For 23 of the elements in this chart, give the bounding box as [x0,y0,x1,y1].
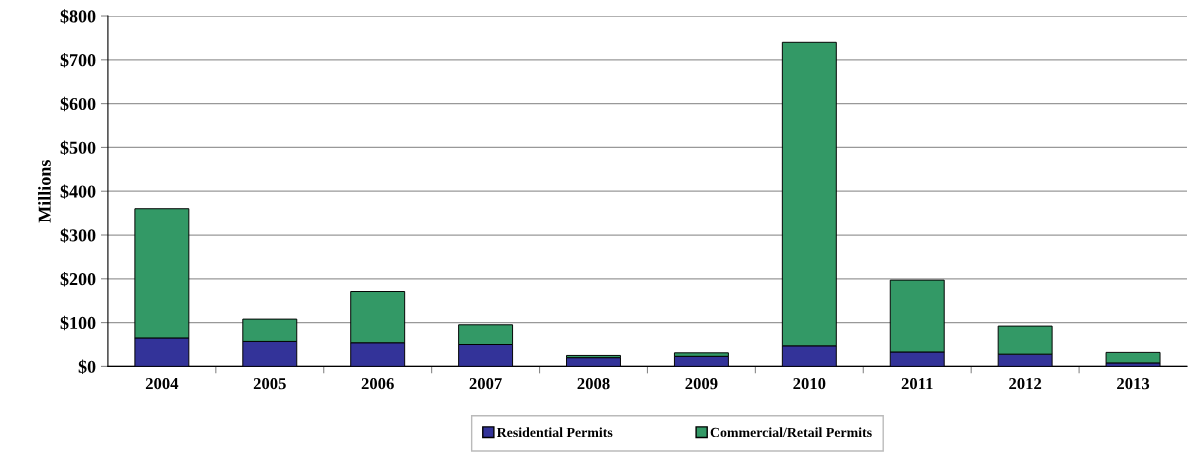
y-tick-label: $0 [78,359,96,375]
x-tick-label: 2008 [577,377,610,390]
x-tick-label: 2012 [1009,377,1042,390]
x-tick-label: 2011 [901,377,933,390]
x-tick-label: 2004 [145,377,179,390]
y-tick-label: $500 [60,140,96,156]
x-tick-label: 2006 [361,377,394,390]
y-tick-label: $800 [60,9,96,24]
x-tick-label: 2005 [253,377,286,390]
y-axis-title: Millions [38,160,51,223]
legend-label: Commercial/Retail Permits [710,427,872,438]
y-tick-label: $200 [60,272,96,287]
bar [1105,351,1161,364]
y-tick-label: $400 [60,184,96,199]
x-tick-label: 2007 [469,377,502,390]
x-tick-label: 2009 [685,377,718,390]
x-tick-label: 2013 [1117,377,1150,390]
y-tick-label: $300 [60,228,96,243]
y-tick-label: $100 [60,315,96,331]
y-tick-label: $700 [60,53,96,68]
legend-label: Residential Permits [496,427,613,438]
y-tick-label: $600 [60,96,96,112]
x-tick-label: 2010 [793,377,826,390]
